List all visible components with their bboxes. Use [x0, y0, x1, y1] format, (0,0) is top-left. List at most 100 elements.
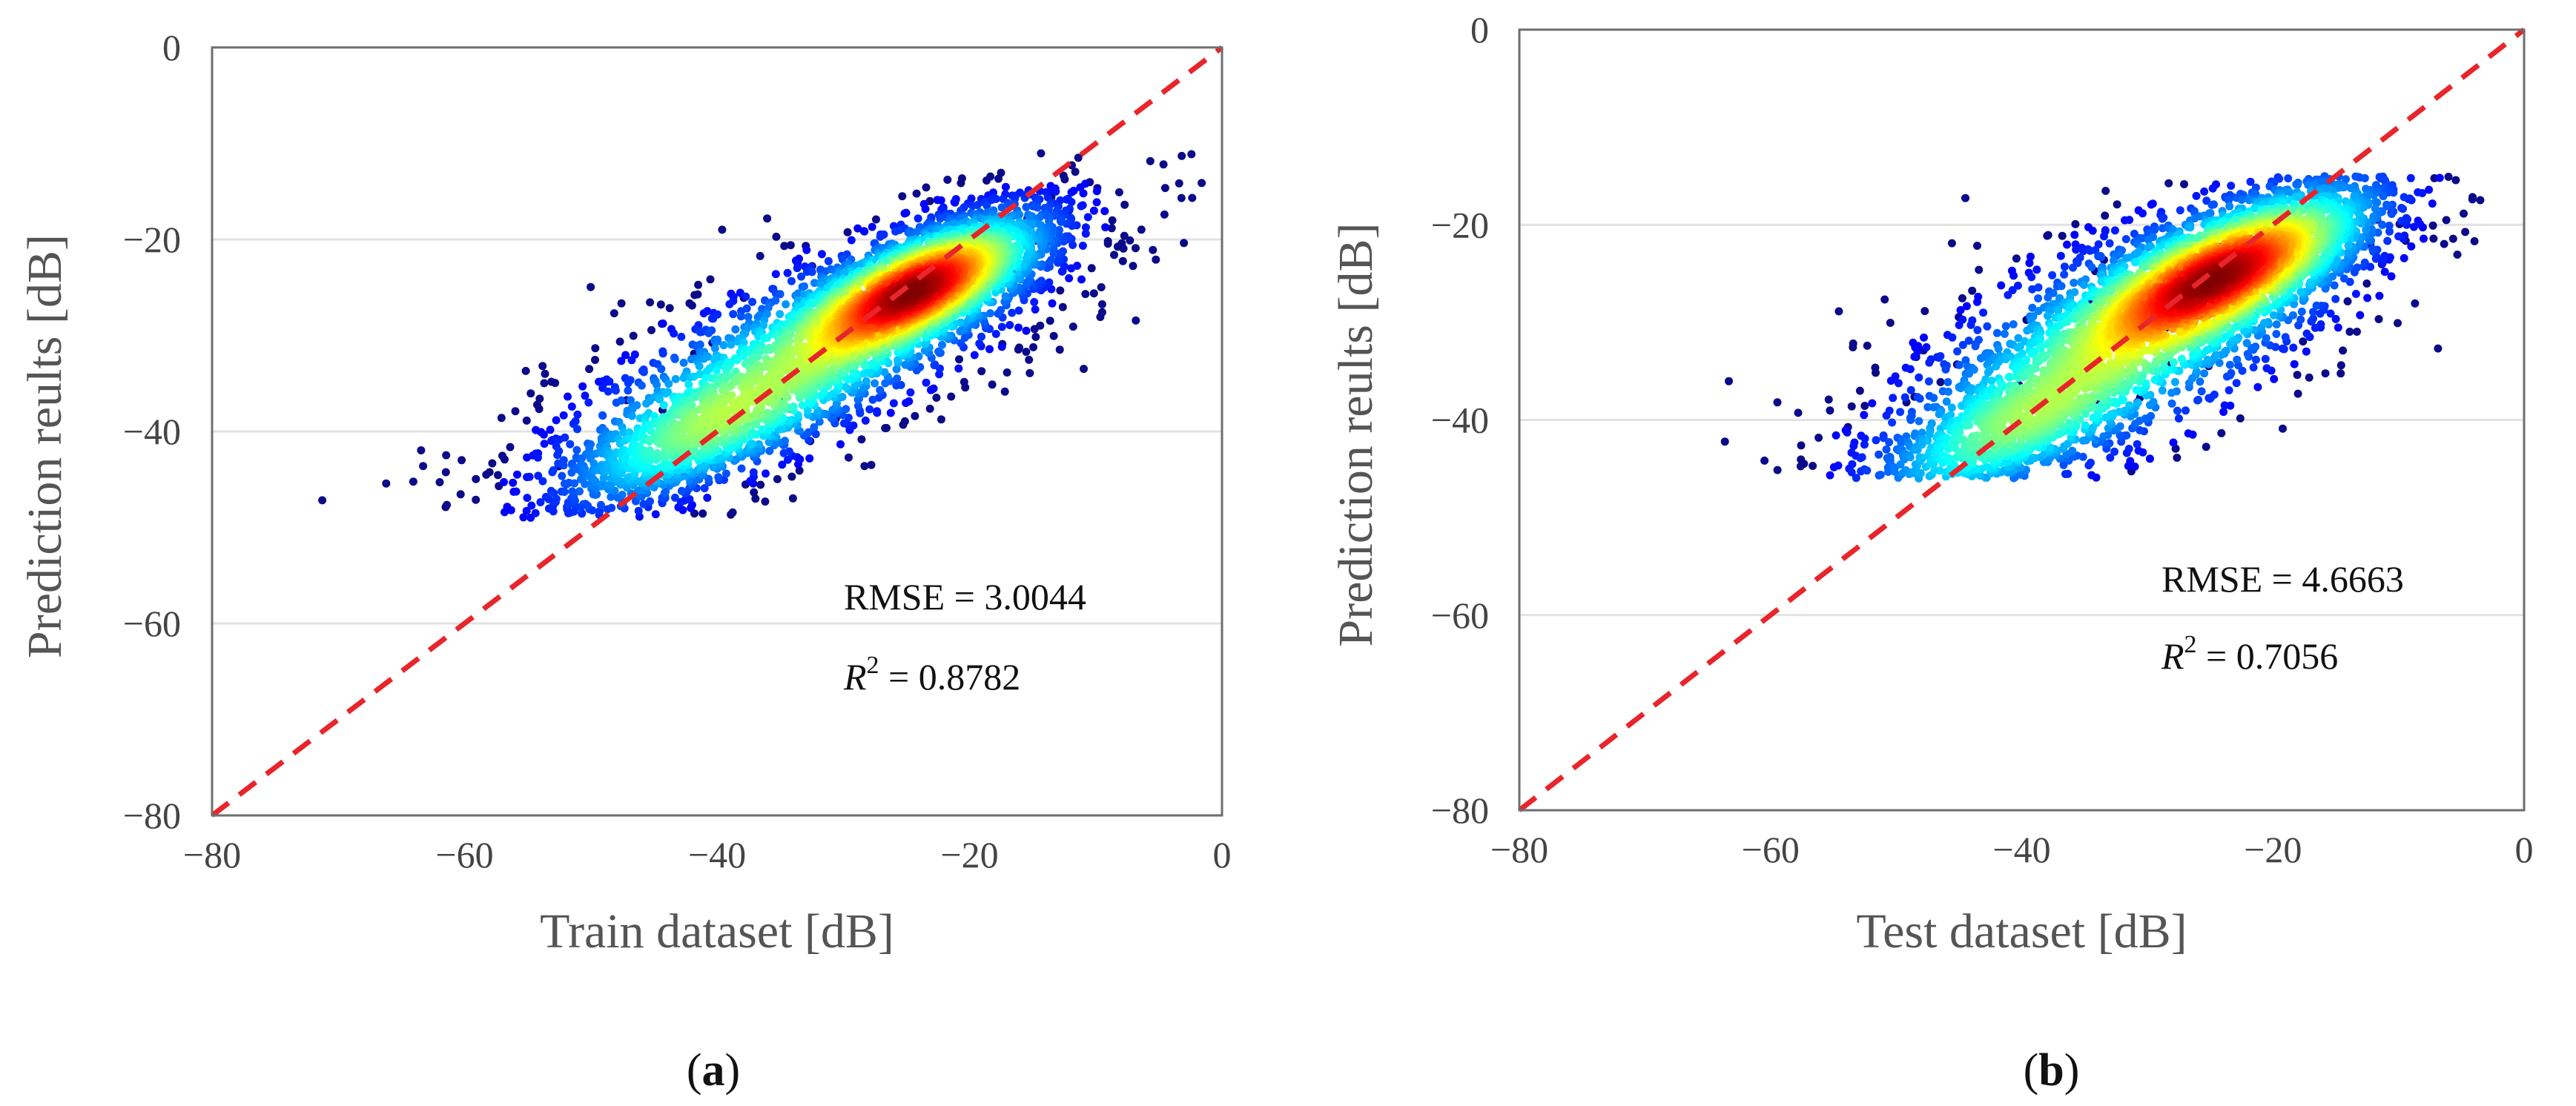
scatter-point	[566, 440, 575, 448]
scatter-point	[658, 349, 667, 358]
scatter-point	[787, 276, 796, 285]
scatter-point	[893, 374, 902, 383]
scatter-point	[712, 366, 721, 375]
scatter-point	[982, 201, 991, 210]
scatter-point	[587, 282, 595, 291]
scatter-point	[1060, 262, 1069, 271]
scatter-point	[1029, 342, 1037, 351]
scatter-point	[853, 402, 862, 410]
scatter-point	[802, 245, 811, 254]
scatter-point	[703, 494, 712, 502]
scatter-point	[526, 389, 535, 398]
scatter-point	[860, 462, 869, 471]
scatter-point	[756, 480, 765, 489]
scatter-point	[758, 305, 767, 314]
scatter-point	[914, 352, 923, 361]
scatter-point	[525, 472, 534, 481]
scatter-point	[1005, 321, 1014, 329]
scatter-point	[764, 303, 773, 312]
scatter-point	[651, 510, 660, 519]
scatter-point	[1058, 302, 1067, 311]
scatter-point	[1092, 198, 1101, 207]
scatter-point	[753, 313, 762, 322]
scatter-point	[1060, 175, 1069, 184]
scatter-point	[584, 398, 593, 407]
scatter-point	[721, 469, 730, 478]
scatter-point	[618, 491, 627, 499]
scatter-point	[549, 466, 558, 474]
scatter-point	[783, 268, 792, 277]
scatter-point	[782, 300, 790, 308]
scatter-point	[1014, 323, 1023, 332]
scatter-point	[1024, 249, 1033, 258]
scatter-point	[559, 411, 568, 420]
scatter-point	[1107, 224, 1116, 233]
scatter-point	[1001, 182, 1010, 191]
scatter-point	[1077, 275, 1086, 284]
scatter-point	[639, 368, 648, 377]
scatter-point	[1132, 244, 1140, 253]
scatter-point	[776, 310, 785, 319]
scatter-point	[1113, 242, 1122, 251]
scatter-point	[546, 425, 555, 434]
scatter-point	[626, 396, 635, 405]
scatter-point	[902, 399, 911, 408]
scatter-point	[914, 214, 922, 223]
scatter-point	[591, 356, 599, 364]
scatter-point	[1152, 255, 1160, 264]
scatter-point	[748, 297, 757, 306]
scatter-point	[1081, 290, 1090, 299]
scatter-point	[694, 280, 703, 289]
scatter-point	[1022, 348, 1031, 357]
scatter-point	[615, 337, 624, 346]
scatter-point	[607, 480, 615, 489]
scatter-point	[699, 309, 708, 318]
scatter-point	[506, 506, 515, 514]
scatter-point	[497, 414, 506, 423]
scatter-point	[892, 365, 901, 374]
scatter-point	[1097, 308, 1106, 317]
scatter-point	[865, 405, 874, 414]
scatter-point	[744, 313, 753, 321]
scatter-point	[1033, 203, 1042, 212]
scatter-point	[522, 506, 531, 515]
scatter-point	[581, 480, 589, 489]
scatter-point	[853, 224, 862, 233]
scatter-point	[1071, 168, 1080, 176]
scatter-point	[699, 509, 707, 518]
scatter-point	[957, 179, 965, 188]
scatter-point	[988, 380, 997, 389]
scatter-point	[842, 405, 851, 414]
scatter-point	[658, 319, 667, 328]
scatter-point	[382, 479, 391, 488]
scatter-point	[817, 250, 826, 259]
scatter-point	[1067, 264, 1076, 273]
scatter-point	[536, 498, 545, 506]
scatter-point	[1177, 193, 1186, 202]
scatter-point	[975, 340, 984, 348]
scatter-point	[564, 392, 572, 401]
scatter-point	[780, 242, 789, 251]
scatter-point	[509, 478, 518, 487]
scatter-point	[1187, 150, 1196, 159]
scatter-point	[731, 325, 740, 334]
scatter-point	[922, 378, 931, 387]
scatter-point	[605, 377, 614, 386]
scatter-point	[719, 341, 728, 350]
scatter-point	[836, 440, 845, 448]
scatter-point	[1198, 179, 1206, 188]
scatter-point	[788, 494, 797, 503]
scatter-point	[700, 484, 709, 493]
scatter-point	[997, 342, 1006, 351]
scatter-point	[763, 334, 772, 342]
scatter-point	[1146, 156, 1155, 165]
scatter-point	[960, 377, 968, 386]
scatter-point	[889, 399, 898, 408]
scatter-point	[906, 230, 914, 239]
scatter-point	[568, 487, 577, 496]
scatter-point	[1045, 258, 1054, 267]
scatter-point	[843, 228, 852, 236]
scatter-point	[441, 468, 450, 477]
scatter-point	[664, 380, 673, 388]
scatter-point	[937, 196, 945, 205]
